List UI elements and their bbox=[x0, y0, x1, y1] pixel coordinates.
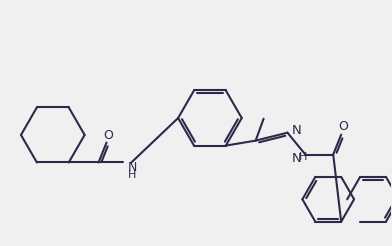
Text: O: O bbox=[103, 129, 113, 142]
Text: N: N bbox=[292, 124, 301, 137]
Text: N: N bbox=[127, 161, 137, 174]
Text: H: H bbox=[127, 170, 136, 180]
Text: O: O bbox=[338, 120, 348, 133]
Text: H: H bbox=[299, 152, 308, 162]
Text: N: N bbox=[292, 152, 301, 165]
